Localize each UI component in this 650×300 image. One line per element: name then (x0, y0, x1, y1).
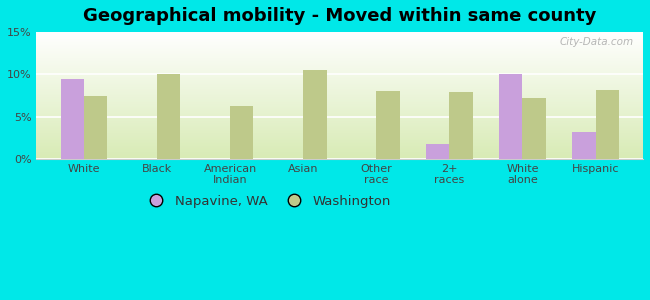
Bar (523, 98, 546, 159)
Text: City-Data.com: City-Data.com (560, 37, 634, 47)
Bar (303, 70, 326, 159)
Bar (595, 90, 619, 159)
Bar (84, 96, 107, 159)
Bar (499, 74, 523, 159)
Bar (60, 80, 84, 159)
Bar (230, 106, 254, 159)
Bar (449, 92, 473, 159)
Title: Geographical mobility - Moved within same county: Geographical mobility - Moved within sam… (83, 7, 597, 25)
Bar (426, 144, 449, 159)
Legend: Napavine, WA, Washington: Napavine, WA, Washington (138, 189, 396, 213)
Bar (572, 132, 595, 159)
Bar (157, 74, 181, 159)
Bar (376, 91, 400, 159)
